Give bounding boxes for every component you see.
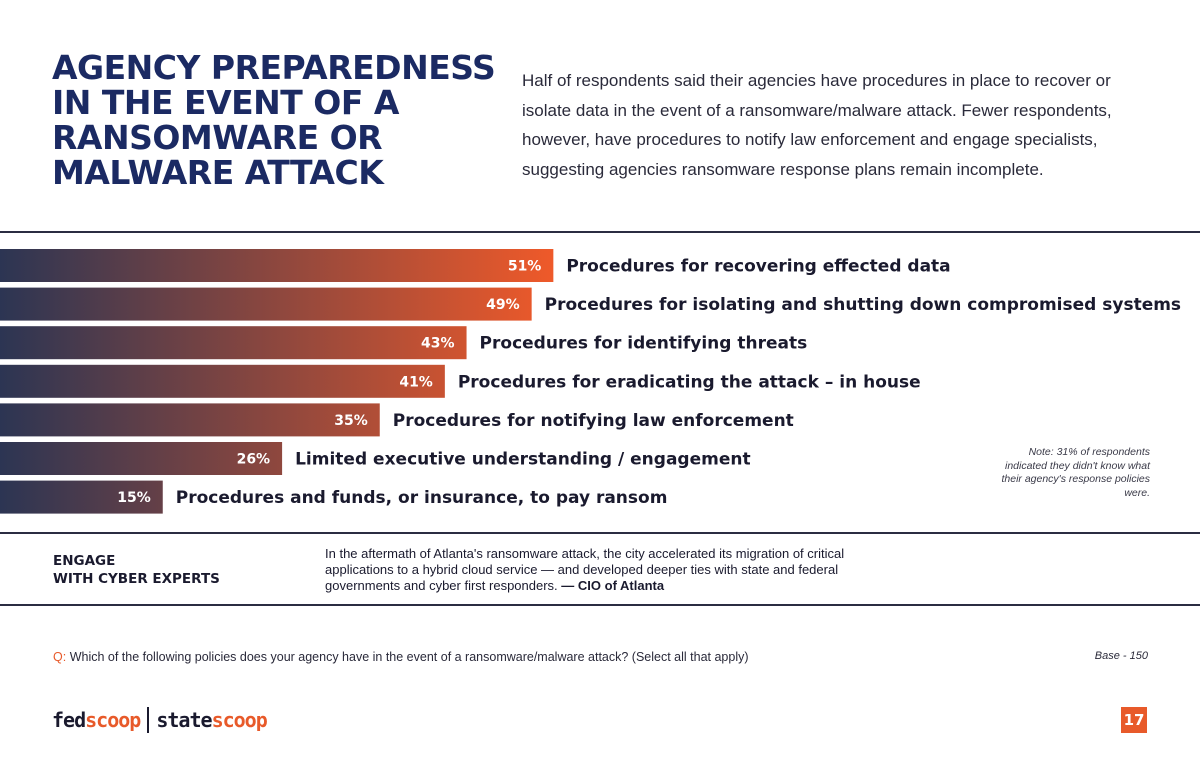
bar-value-label: 41%	[399, 374, 433, 390]
bar	[0, 442, 283, 475]
bar-value-label: 43%	[421, 336, 455, 352]
bar-chart: 51% Procedures for recovering effected da…	[0, 249, 1181, 514]
divider-engage-bottom	[0, 604, 1200, 606]
page-number: 17	[1121, 707, 1147, 733]
bar	[0, 249, 554, 282]
category-label: Procedures for eradicating the attack – …	[458, 372, 921, 392]
category-label: Procedures for isolating and shutting do…	[545, 295, 1181, 315]
category-label: Procedures and funds, or insurance, to p…	[176, 488, 668, 508]
survey-question: Q: Which of the following policies does …	[53, 650, 953, 664]
engage-quote: In the aftermath of Atlanta's ransomware…	[325, 546, 905, 594]
publisher-logo: fed scoop state scoop	[52, 704, 268, 736]
page-title-line: RANSOMWARE OR	[52, 118, 383, 157]
bar	[0, 326, 467, 360]
bar-value-label: 15%	[117, 490, 151, 506]
engage-heading-line: ENGAGE	[53, 553, 116, 569]
question-text: Which of the following policies does you…	[69, 650, 749, 664]
divider-engage-top	[0, 532, 1200, 534]
bar	[0, 480, 163, 514]
bar	[0, 364, 445, 398]
logo-scoop: scoop	[211, 708, 268, 732]
logo-scoop: scoop	[85, 708, 141, 732]
quote-attribution: — CIO of Atlanta	[561, 578, 665, 593]
engage-heading: ENGAGE WITH CYBER EXPERTS	[53, 552, 293, 588]
page-title-line: IN THE EVENT OF A	[52, 83, 399, 122]
bar	[0, 403, 380, 437]
page-title-line: AGENCY PREPAREDNESS	[52, 48, 496, 87]
quote-text: In the aftermath of Atlanta's ransomware…	[325, 546, 845, 593]
logo-fed: fed	[52, 708, 86, 732]
engage-heading-line: WITH CYBER EXPERTS	[53, 571, 220, 587]
page-title-line: MALWARE ATTACK	[52, 153, 384, 192]
category-label: Procedures for recovering effected data	[566, 257, 950, 277]
logo-divider	[147, 707, 150, 733]
logo-state: state	[156, 708, 212, 732]
chart-note: Note: 31% of respondents indicated they …	[1001, 446, 1150, 499]
category-label: Procedures for notifying law enforcement	[393, 411, 794, 431]
category-label: Procedures for identifying threats	[480, 334, 808, 354]
question-prefix: Q:	[53, 650, 67, 664]
bar-value-label: 49%	[486, 297, 520, 313]
divider-top	[0, 231, 1200, 233]
bar-value-label: 26%	[237, 452, 271, 468]
page-title: AGENCY PREPAREDNESS IN THE EVENT OF A RA…	[52, 50, 502, 190]
category-label: Limited executive understanding / engage…	[295, 450, 750, 470]
base-count: Base - 150	[1094, 650, 1148, 662]
bar-value-label: 35%	[334, 413, 368, 429]
bar-value-label: 51%	[508, 259, 542, 275]
bar	[0, 287, 532, 321]
intro-paragraph: Half of respondents said their agencies …	[522, 71, 1112, 179]
